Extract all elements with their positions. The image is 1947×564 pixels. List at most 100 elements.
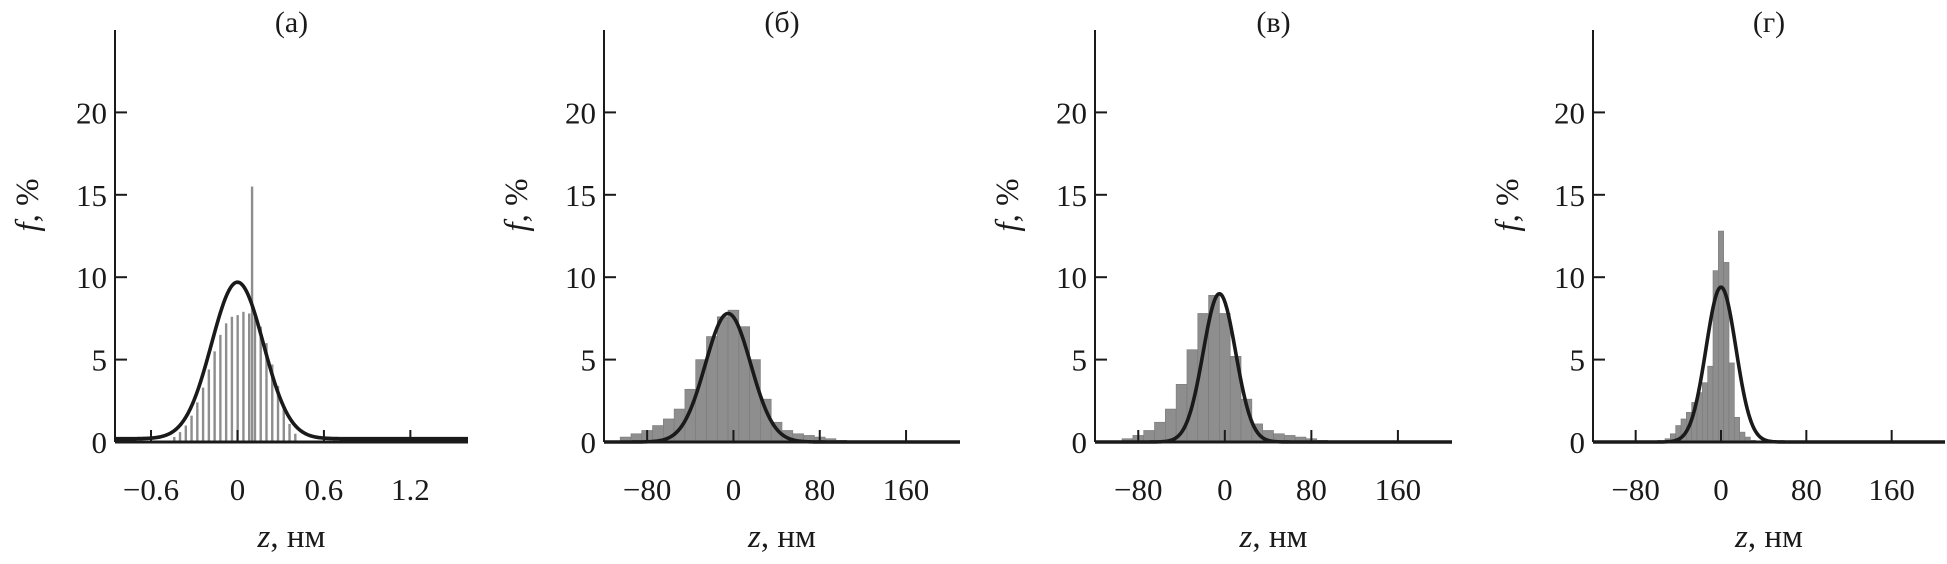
bar bbox=[265, 343, 268, 442]
y-tick-label: 20 bbox=[565, 95, 596, 130]
bars bbox=[173, 186, 297, 442]
y-axis-label: f, % bbox=[10, 178, 46, 231]
y-axis-label: f, % bbox=[1490, 178, 1526, 231]
bar bbox=[173, 437, 176, 442]
x-tick-label: 1.2 bbox=[391, 472, 430, 507]
bar bbox=[253, 316, 257, 442]
x-tick-label: −0.6 bbox=[123, 472, 179, 507]
x-tick-label: 0 bbox=[726, 472, 742, 507]
bars bbox=[1664, 230, 1756, 443]
x-axis-label-unit: , нм bbox=[761, 519, 816, 555]
bar bbox=[190, 415, 193, 442]
x-tick-label: 0 bbox=[1713, 472, 1729, 507]
x-axis-label-var: z bbox=[257, 519, 271, 555]
bar bbox=[230, 316, 234, 442]
y-tick-label: 15 bbox=[565, 178, 596, 213]
y-axis-label: f, % bbox=[990, 178, 1026, 231]
bar bbox=[276, 385, 280, 442]
x-tick-label: 160 bbox=[1375, 472, 1422, 507]
x-axis-label-var: z bbox=[1734, 519, 1748, 555]
y-tick-label: 20 bbox=[76, 95, 107, 130]
y-tick-label: 20 bbox=[1056, 95, 1087, 130]
bar bbox=[1154, 421, 1166, 443]
bar bbox=[236, 315, 239, 442]
bar bbox=[1728, 362, 1735, 443]
bar bbox=[1718, 230, 1724, 443]
bar bbox=[201, 387, 205, 442]
x-tick-label: 160 bbox=[1868, 472, 1915, 507]
x-tick-label: 80 bbox=[1791, 472, 1822, 507]
bar bbox=[250, 186, 254, 442]
panel-title: (б) bbox=[764, 6, 799, 39]
y-tick-label: 15 bbox=[1554, 178, 1585, 213]
x-axis-label: z, нм bbox=[1734, 519, 1803, 555]
y-tick-label: 10 bbox=[76, 260, 107, 295]
bar bbox=[282, 407, 285, 442]
y-tick-label: 10 bbox=[1554, 260, 1585, 295]
x-tick-label: 0 bbox=[230, 472, 246, 507]
bar bbox=[1734, 416, 1740, 443]
bar bbox=[247, 313, 251, 442]
fit-curve bbox=[114, 280, 469, 441]
x-tick-label: 160 bbox=[883, 472, 930, 507]
bar bbox=[178, 432, 182, 442]
y-tick-label: 5 bbox=[1570, 343, 1586, 378]
bar bbox=[259, 326, 262, 442]
panel-2: 0 5 10 15 20 −80 0 80 160 (б) z, нм f, % bbox=[499, 6, 961, 555]
y-tick-label: 10 bbox=[1056, 260, 1087, 295]
y-axis-label: f, % bbox=[499, 178, 535, 231]
x-axis-label: z, нм bbox=[1239, 519, 1308, 555]
bar bbox=[219, 334, 222, 442]
bar bbox=[1702, 382, 1708, 443]
bars bbox=[619, 309, 848, 443]
bar bbox=[207, 369, 211, 442]
y-tick-label: 15 bbox=[76, 178, 107, 213]
x-axis-label-var: z bbox=[1239, 519, 1253, 555]
bar bbox=[727, 309, 740, 443]
x-tick-label: 80 bbox=[1296, 472, 1327, 507]
y-axis-label-unit: , % bbox=[1490, 178, 1526, 222]
y-tick-label: 5 bbox=[581, 343, 597, 378]
x-tick-label: −80 bbox=[1611, 472, 1659, 507]
bars bbox=[1121, 295, 1328, 443]
bar bbox=[294, 433, 297, 442]
y-tick-label: 5 bbox=[92, 343, 108, 378]
y-tick-label: 5 bbox=[1072, 343, 1088, 378]
y-axis-label-unit: , % bbox=[10, 178, 46, 222]
bar bbox=[716, 316, 729, 443]
bar bbox=[213, 351, 216, 442]
y-axis-label-unit: , % bbox=[990, 178, 1026, 222]
x-axis-label: z, нм bbox=[257, 519, 326, 555]
bar bbox=[224, 323, 228, 442]
bar bbox=[1219, 313, 1231, 443]
bar bbox=[1707, 365, 1714, 443]
y-tick-label: 15 bbox=[1056, 178, 1087, 213]
y-tick-label: 0 bbox=[1072, 425, 1088, 460]
fit-curve bbox=[1592, 285, 1946, 444]
x-tick-label: −80 bbox=[1114, 472, 1162, 507]
bar bbox=[288, 423, 291, 442]
bar bbox=[184, 425, 187, 442]
panel-title: (в) bbox=[1256, 6, 1290, 39]
bar bbox=[271, 364, 274, 442]
x-axis-label-unit: , нм bbox=[1252, 519, 1307, 555]
y-axis-label-unit: , % bbox=[499, 178, 535, 222]
x-axis-label-unit: , нм bbox=[270, 519, 325, 555]
fit-curve bbox=[1094, 291, 1453, 444]
bar bbox=[196, 402, 199, 442]
panel-4: 0 5 10 15 20 −80 0 80 160 (г) z, нм f, % bbox=[1490, 6, 1946, 555]
y-tick-label: 0 bbox=[92, 425, 108, 460]
x-tick-label: 0.6 bbox=[305, 472, 344, 507]
y-tick-label: 0 bbox=[581, 425, 597, 460]
panel-title: (а) bbox=[275, 6, 308, 39]
x-tick-label: 80 bbox=[804, 472, 835, 507]
x-axis-label: z, нм bbox=[747, 519, 816, 555]
bar bbox=[242, 311, 245, 442]
x-tick-label: −80 bbox=[623, 472, 671, 507]
x-axis-label-unit: , нм bbox=[1748, 519, 1803, 555]
y-tick-label: 0 bbox=[1570, 425, 1586, 460]
y-tick-label: 20 bbox=[1554, 95, 1585, 130]
panel-title: (г) bbox=[1753, 6, 1785, 39]
